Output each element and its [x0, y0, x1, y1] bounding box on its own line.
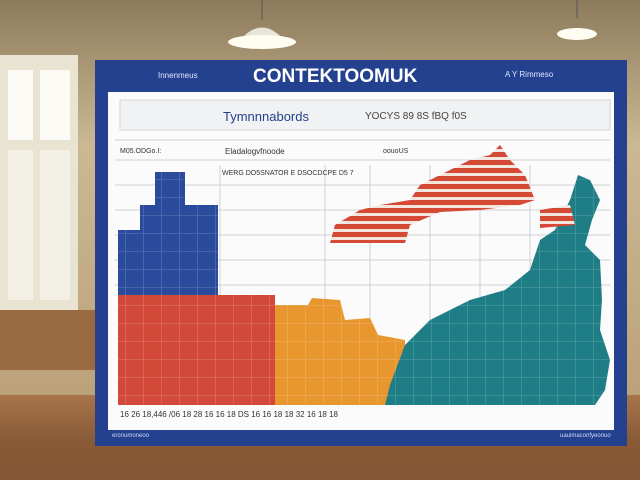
row-label-1: M05.ODGo.I:	[120, 148, 162, 155]
subtitle: Tymnnnabords	[223, 109, 309, 124]
subtitle-right: YOCYS 89 8S fBQ f0S	[365, 111, 467, 122]
header-right-text: A Y Rimmeso	[505, 70, 554, 79]
teal-region	[385, 175, 610, 405]
axis-ticks: 16 26 18,446 /06 18 28 16 16 18 DS 16 16…	[120, 410, 338, 419]
blue-region	[118, 172, 218, 295]
header-left-text: Innenmeus	[158, 71, 198, 80]
poster-title: CONTEKTOOMUK	[253, 66, 418, 87]
footer-left: eronumoneoo	[112, 433, 150, 439]
ceiling-lamp	[228, 0, 597, 49]
row-label-3: oouoUS	[383, 148, 409, 155]
orange-region	[275, 298, 405, 405]
desk	[0, 310, 100, 370]
striped-region	[330, 145, 575, 243]
poster	[95, 60, 627, 446]
red-region	[118, 295, 275, 405]
table-surface	[0, 440, 640, 480]
window	[0, 55, 78, 320]
footer-right: uauimaconfyeonuo	[560, 433, 611, 439]
row-label-2: Eladalogvfnoode	[225, 147, 285, 156]
table-header: WERG DO5SNATOR E DSOCDCPE D5 7	[222, 170, 354, 177]
